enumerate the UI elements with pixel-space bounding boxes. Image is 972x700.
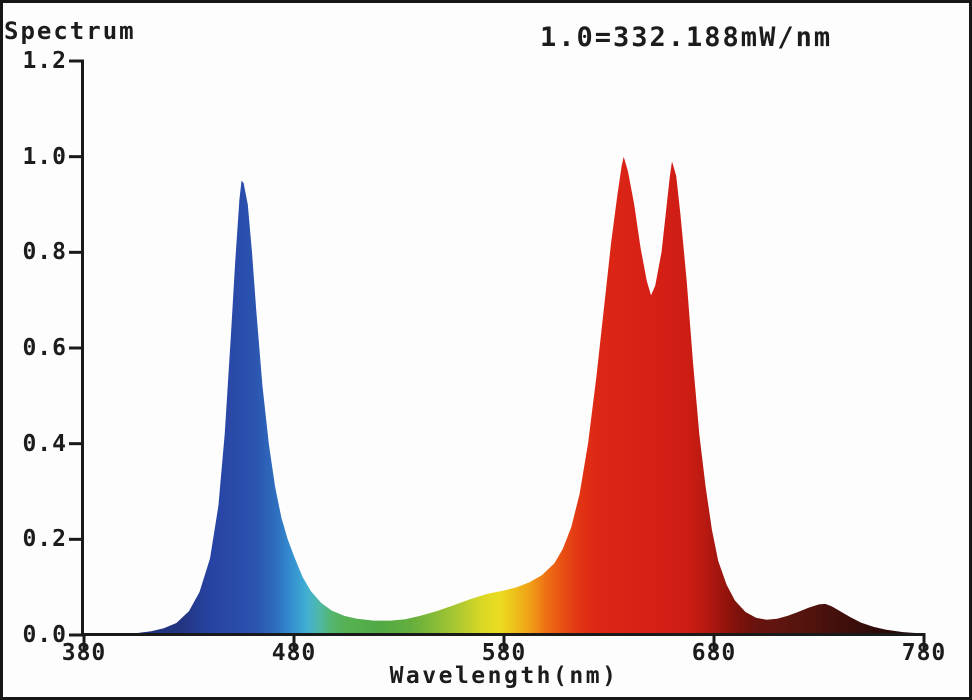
x-tick-label: 680 — [691, 640, 737, 666]
x-axis-label: Wavelength(nm) — [389, 663, 619, 689]
chart-title: Spectrum — [4, 17, 136, 45]
y-tick-label: 0.2 — [22, 526, 67, 553]
x-tick-label: 780 — [901, 640, 947, 666]
scale-annotation: 1.0=332.188mW/nm — [540, 22, 833, 53]
spectrum-area-series — [84, 156, 924, 636]
y-tick-label: 1.0 — [22, 143, 67, 170]
x-tick-label: 380 — [61, 640, 107, 666]
y-tick-label: 0.0 — [22, 622, 67, 648]
spectrum-plot-canvas — [69, 59, 926, 650]
y-tick-label: 0.4 — [22, 430, 67, 457]
y-tick-label: 0.6 — [22, 335, 67, 361]
x-tick-label: 480 — [271, 640, 317, 666]
y-tick-label: 0.8 — [22, 239, 67, 266]
x-tick-label: 580 — [481, 640, 527, 666]
y-tick-label: 1.2 — [22, 48, 67, 74]
